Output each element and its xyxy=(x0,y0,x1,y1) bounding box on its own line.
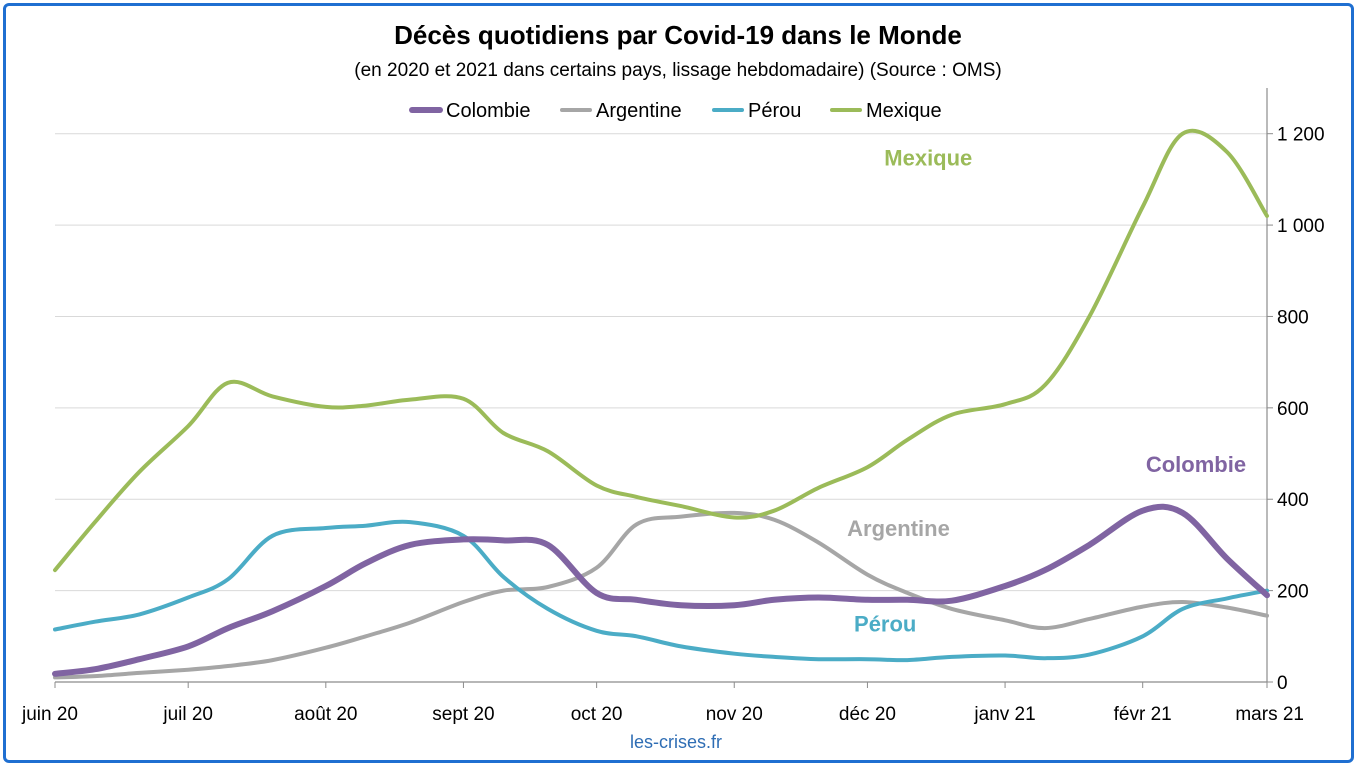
legend-label-mexique: Mexique xyxy=(866,100,942,122)
chart-title: Décès quotidiens par Covid-19 dans le Mo… xyxy=(394,20,962,50)
series-line-argentine xyxy=(53,510,1269,680)
source-label: les-crises.fr xyxy=(630,732,722,752)
series-lines xyxy=(52,128,1270,680)
chart-subtitle: (en 2020 et 2021 dans certains pays, lis… xyxy=(354,60,1001,81)
axes xyxy=(54,88,1273,688)
gridlines xyxy=(55,133,1267,592)
y-tick-label: 800 xyxy=(1277,307,1309,328)
x-tick-label: sept 20 xyxy=(432,704,494,725)
legend-item-perou: Pérou xyxy=(712,100,801,122)
x-tick-label: déc 20 xyxy=(839,704,896,725)
x-tick-label: juil 20 xyxy=(162,704,213,725)
legend-label-argentine: Argentine xyxy=(596,100,682,122)
y-tick-label: 400 xyxy=(1277,490,1309,511)
series-line-mexique xyxy=(53,128,1269,573)
legend: Colombie Argentine Pérou Mexique xyxy=(409,100,942,122)
x-tick-label: nov 20 xyxy=(706,704,763,725)
y-tick-label: 1 200 xyxy=(1277,125,1325,146)
series-line-perou xyxy=(53,519,1269,663)
series-line-colombie xyxy=(52,503,1270,677)
y-tick-label: 0 xyxy=(1277,673,1288,694)
y-axis-tick-labels: 0 200 400 600 800 1 000 1 200 xyxy=(1277,125,1325,694)
y-tick-label: 1 000 xyxy=(1277,216,1325,237)
x-tick-label: août 20 xyxy=(294,704,357,725)
legend-item-mexique: Mexique xyxy=(830,100,942,122)
annotation-colombie: Colombie xyxy=(1146,452,1246,477)
annotation-perou: Pérou xyxy=(854,612,916,637)
legend-label-colombie: Colombie xyxy=(446,100,530,122)
legend-item-argentine: Argentine xyxy=(560,100,682,122)
x-tick-label: janv 21 xyxy=(973,704,1035,725)
legend-label-perou: Pérou xyxy=(748,100,801,122)
x-tick-label: févr 21 xyxy=(1114,704,1172,725)
annotation-argentine: Argentine xyxy=(847,516,950,541)
x-tick-label: juin 20 xyxy=(21,704,78,725)
x-tick-label: mars 21 xyxy=(1235,704,1304,725)
legend-item-colombie: Colombie xyxy=(409,100,530,122)
x-axis-tick-labels: juin 20 juil 20 août 20 sept 20 oct 20 nov 20… xyxy=(21,704,1304,725)
x-tick-label: oct 20 xyxy=(571,704,623,725)
y-tick-label: 600 xyxy=(1277,399,1309,420)
y-tick-label: 200 xyxy=(1277,582,1309,603)
annotation-mexique: Mexique xyxy=(884,146,972,171)
series-annotations: Colombie Argentine Pérou Mexique xyxy=(847,146,1246,637)
